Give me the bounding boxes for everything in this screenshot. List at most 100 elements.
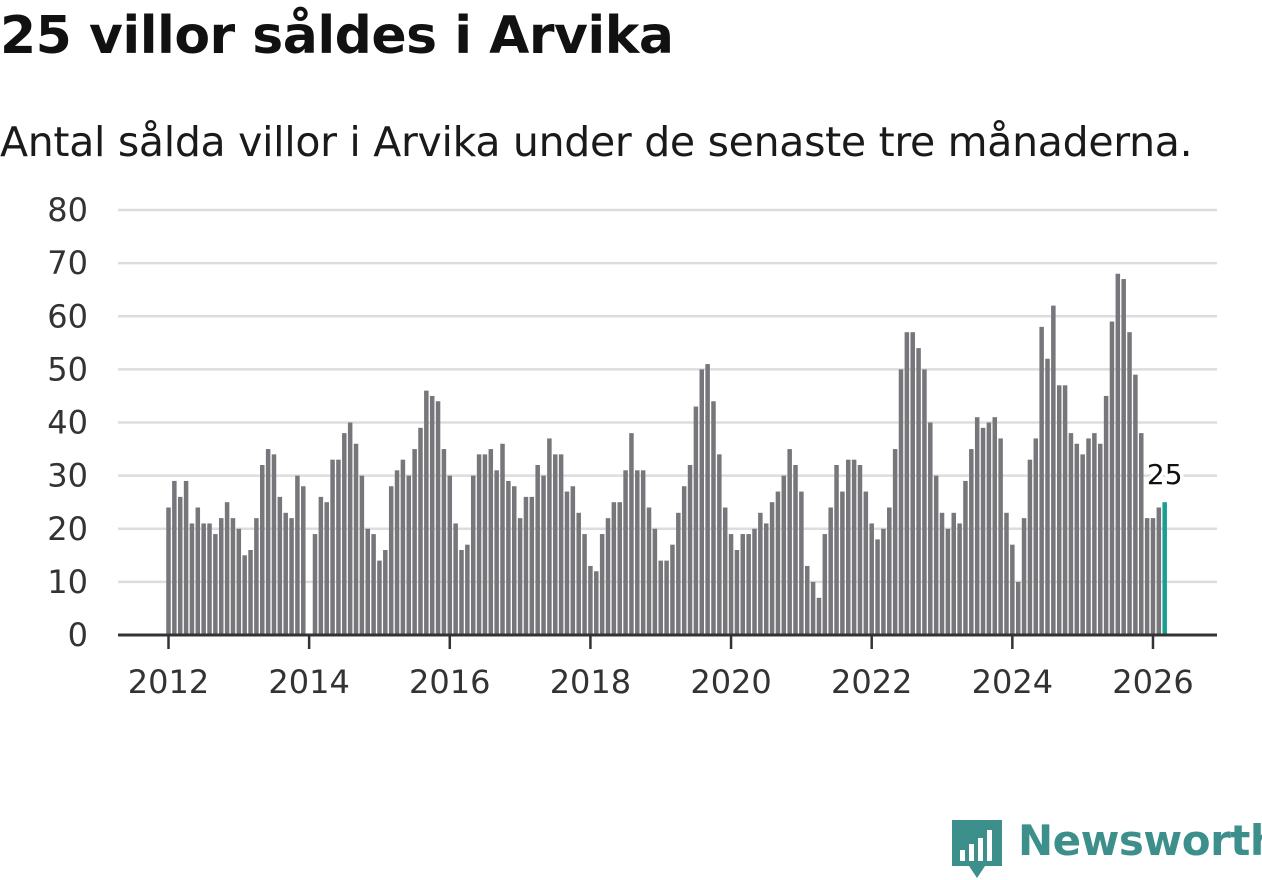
- bar: [863, 491, 869, 635]
- bar: [670, 544, 675, 635]
- bar: [224, 502, 230, 635]
- chart-title: 25 villor såldes i Arvika: [0, 6, 674, 66]
- bar: [582, 534, 587, 635]
- bar: [969, 449, 974, 635]
- bar: [254, 518, 259, 635]
- brand-name: Newsworthy: [1018, 816, 1262, 865]
- bar: [746, 534, 751, 635]
- y-tick-label: 40: [47, 404, 88, 442]
- bar: [646, 507, 652, 635]
- bar: [1074, 443, 1080, 635]
- bar: [951, 512, 956, 635]
- bar: [1086, 438, 1091, 635]
- bar: [429, 395, 435, 635]
- bar: [447, 475, 453, 635]
- bar: [910, 332, 915, 635]
- bar: [172, 480, 177, 635]
- bar: [904, 332, 910, 635]
- newsworthy-logo[interactable]: Newsworthy: [952, 816, 1262, 880]
- bar: [722, 507, 728, 635]
- bar: [787, 449, 792, 635]
- bar: [998, 438, 1003, 635]
- bar: [851, 459, 857, 635]
- bar: [564, 491, 570, 635]
- bar: [986, 422, 992, 635]
- bar: [494, 470, 499, 635]
- bar: [218, 518, 224, 635]
- bar: [980, 427, 986, 635]
- bar-chart: 0 10 20 30 40 50 60 70 80 2012 2014 2016 2018 2020 202…: [47, 191, 1217, 701]
- bar: [887, 507, 892, 635]
- bar: [1127, 332, 1132, 635]
- bar: [435, 401, 441, 635]
- bar: [230, 518, 236, 635]
- bar: [699, 369, 705, 635]
- bar: [359, 475, 365, 635]
- x-tick-label: 2012: [128, 663, 209, 701]
- bar: [523, 496, 529, 635]
- bar: [424, 390, 429, 635]
- bar: [541, 475, 546, 635]
- bar: [236, 528, 242, 635]
- bar: [1015, 581, 1021, 635]
- chart-subtitle: Antal sålda villor i Arvika under de sen…: [0, 118, 1193, 166]
- bar: [506, 480, 511, 635]
- bar: [1039, 326, 1044, 635]
- y-tick-label: 10: [47, 563, 88, 601]
- bar: [377, 560, 382, 635]
- bar: [834, 465, 839, 635]
- y-tick-label: 20: [47, 510, 88, 548]
- bar: [312, 534, 318, 635]
- bar: [769, 502, 775, 635]
- x-tick-label: 2020: [690, 663, 771, 701]
- bar: [1080, 454, 1085, 635]
- bar: [195, 507, 201, 635]
- bar: [301, 486, 306, 635]
- bar: [318, 496, 324, 635]
- bar: [371, 534, 376, 635]
- bar: [242, 555, 247, 635]
- bar: [846, 459, 851, 635]
- bar: [705, 364, 710, 635]
- bar: [459, 550, 464, 635]
- bar: [213, 534, 218, 635]
- bar: [1139, 433, 1144, 635]
- bar: [1021, 518, 1027, 635]
- bar: [687, 465, 693, 635]
- bar: [1150, 518, 1156, 635]
- bar: [183, 480, 189, 635]
- bar: [547, 438, 552, 635]
- y-tick-label: 30: [47, 457, 88, 495]
- bar: [330, 459, 335, 635]
- bar-chart-speech-bubble-icon: [952, 820, 1002, 878]
- bar: [412, 449, 417, 635]
- bar: [623, 470, 628, 635]
- bar: [734, 550, 740, 635]
- bar: [916, 348, 921, 635]
- bar: [324, 502, 329, 635]
- bar: [517, 518, 523, 635]
- highlight-bar: [1162, 502, 1167, 635]
- bar: [898, 369, 904, 635]
- bar: [353, 443, 359, 635]
- bar: [881, 528, 886, 635]
- bar: [681, 486, 687, 635]
- bar: [799, 491, 804, 635]
- bar: [465, 544, 470, 635]
- bar: [383, 550, 388, 635]
- bar: [265, 449, 271, 635]
- bar: [922, 369, 927, 635]
- bar: [277, 496, 283, 635]
- highlight-value-label: 25: [1147, 458, 1183, 491]
- bar: [295, 475, 300, 635]
- bar: [869, 523, 874, 635]
- bar: [763, 523, 769, 635]
- bar: [816, 597, 822, 635]
- bar: [804, 565, 810, 635]
- bar: [500, 443, 505, 635]
- bar: [482, 454, 488, 635]
- bar: [570, 486, 576, 635]
- bar: [1103, 395, 1109, 635]
- bar: [1097, 443, 1103, 635]
- bar: [347, 422, 353, 635]
